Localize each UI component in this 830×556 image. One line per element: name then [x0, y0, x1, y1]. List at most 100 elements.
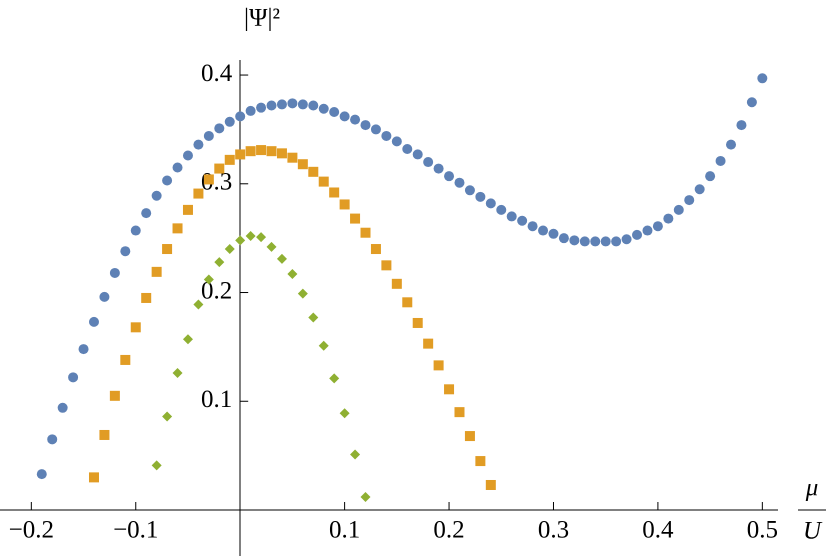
diamond-point: [172, 367, 183, 378]
circle-point: [203, 130, 214, 141]
circle-point: [423, 157, 434, 168]
circle-point: [141, 208, 152, 219]
circle-point: [579, 236, 590, 247]
square-point: [245, 146, 256, 157]
y-tick-label: 0.1: [201, 386, 232, 413]
circle-point: [433, 163, 444, 174]
x-tick-label: 0.5: [747, 517, 778, 544]
circle-point: [632, 229, 643, 240]
circle-point: [78, 344, 89, 355]
circle-point: [485, 198, 496, 209]
circle-point: [329, 107, 340, 118]
square-point: [360, 227, 371, 238]
square-point: [350, 213, 361, 224]
diamond-point: [266, 241, 277, 252]
circle-point: [757, 73, 768, 84]
square-point: [381, 260, 392, 271]
circle-point: [193, 139, 204, 150]
square-point: [370, 244, 381, 255]
circle-point: [162, 175, 173, 186]
square-point: [256, 145, 267, 156]
diamond-point: [350, 449, 361, 460]
circle-point: [360, 120, 371, 131]
circle-point: [475, 191, 486, 202]
x-axis-label-numerator: μ: [805, 475, 819, 502]
diamond-point: [151, 460, 162, 471]
square-point: [109, 390, 120, 401]
square-point: [329, 187, 340, 198]
circle-point: [318, 103, 329, 114]
circle-point: [621, 234, 632, 245]
x-tick-label: −0.2: [9, 517, 54, 544]
square-point: [454, 407, 465, 418]
y-tick-label: 0.2: [201, 277, 232, 304]
diamond-point: [297, 288, 308, 299]
circle-point: [506, 211, 517, 222]
circle-point: [172, 162, 183, 173]
circle-point: [47, 434, 58, 445]
circle-point: [600, 236, 611, 247]
diamond-point: [235, 235, 246, 246]
square-point: [172, 223, 183, 234]
square-point: [130, 322, 141, 333]
circle-point: [151, 190, 162, 201]
diamond-point: [329, 373, 340, 384]
circle-point: [652, 221, 663, 232]
circle-point: [663, 213, 674, 224]
circle-point: [99, 291, 110, 302]
circle-point: [287, 98, 298, 109]
diamond-point: [203, 274, 214, 285]
circle-point: [57, 402, 68, 413]
circle-point: [746, 97, 757, 108]
square-point: [402, 297, 413, 308]
diamond-point: [224, 244, 235, 255]
square-point: [433, 360, 444, 371]
circle-point: [496, 204, 507, 215]
diamond-point: [245, 230, 256, 241]
square-point: [266, 146, 277, 157]
circle-point: [715, 155, 726, 166]
circle-point: [350, 114, 361, 125]
square-point: [182, 204, 193, 215]
circle-point: [673, 204, 684, 215]
circle-point: [444, 171, 455, 182]
circle-point: [694, 184, 705, 195]
y-tick-label: 0.4: [201, 60, 233, 87]
x-tick-label: 0.2: [433, 517, 464, 544]
square-point: [224, 154, 235, 165]
circle-point: [736, 120, 747, 131]
x-tick-label: 0.4: [642, 517, 674, 544]
x-axis-label-denominator: U: [803, 518, 823, 545]
diamond-point: [256, 232, 267, 243]
square-point: [141, 292, 152, 303]
diamond-point: [193, 299, 204, 310]
circle-point: [245, 105, 256, 116]
circle-point: [339, 111, 350, 122]
circle-point: [611, 236, 622, 247]
circle-point: [235, 111, 246, 122]
diamond-point: [214, 257, 225, 268]
square-point: [444, 384, 455, 395]
circle-point: [590, 236, 601, 247]
square-point: [485, 479, 496, 490]
square-point: [88, 472, 99, 483]
diamond-point: [276, 253, 287, 264]
square-point: [99, 429, 110, 440]
circle-point: [684, 195, 695, 206]
circle-point: [517, 215, 528, 226]
circle-point: [182, 150, 193, 161]
circle-point: [266, 100, 277, 111]
diamond-point: [339, 408, 350, 419]
x-tick-label: −0.1: [113, 517, 158, 544]
circle-point: [370, 124, 381, 135]
circle-point: [120, 246, 131, 257]
circle-point: [276, 99, 287, 110]
circle-point: [642, 225, 653, 236]
circle-point: [256, 102, 267, 113]
circle-point: [109, 267, 120, 278]
diamond-point: [318, 340, 329, 351]
circle-point: [214, 123, 225, 134]
circle-point: [130, 225, 141, 236]
square-point: [423, 338, 434, 349]
